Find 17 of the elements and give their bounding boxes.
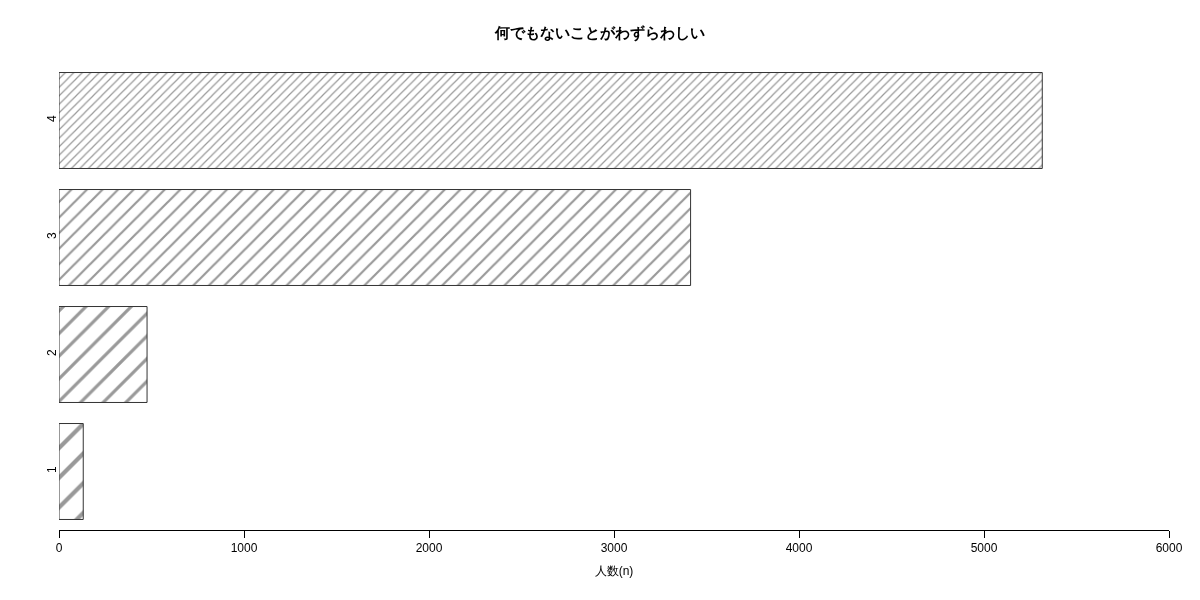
x-tick-label: 1000 — [230, 541, 258, 556]
bar — [59, 189, 692, 286]
y-tick-label: 1 — [44, 466, 59, 474]
x-tick-label: 6000 — [1155, 541, 1183, 556]
x-tick-label: 0 — [55, 541, 63, 556]
y-tick-label: 4 — [44, 115, 59, 123]
x-tick-label: 4000 — [785, 541, 813, 556]
chart-title: 何でもないことがわずらわしい — [494, 23, 705, 42]
x-axis-title: 人数(n) — [594, 564, 634, 579]
x-tick-label: 3000 — [600, 541, 628, 556]
x-tick-label: 5000 — [970, 541, 998, 556]
bar — [59, 72, 1043, 169]
x-tick-label: 2000 — [415, 541, 443, 556]
y-tick-label: 3 — [44, 232, 59, 240]
bar — [59, 306, 148, 403]
y-tick-label: 2 — [44, 349, 59, 357]
bar — [59, 423, 84, 520]
